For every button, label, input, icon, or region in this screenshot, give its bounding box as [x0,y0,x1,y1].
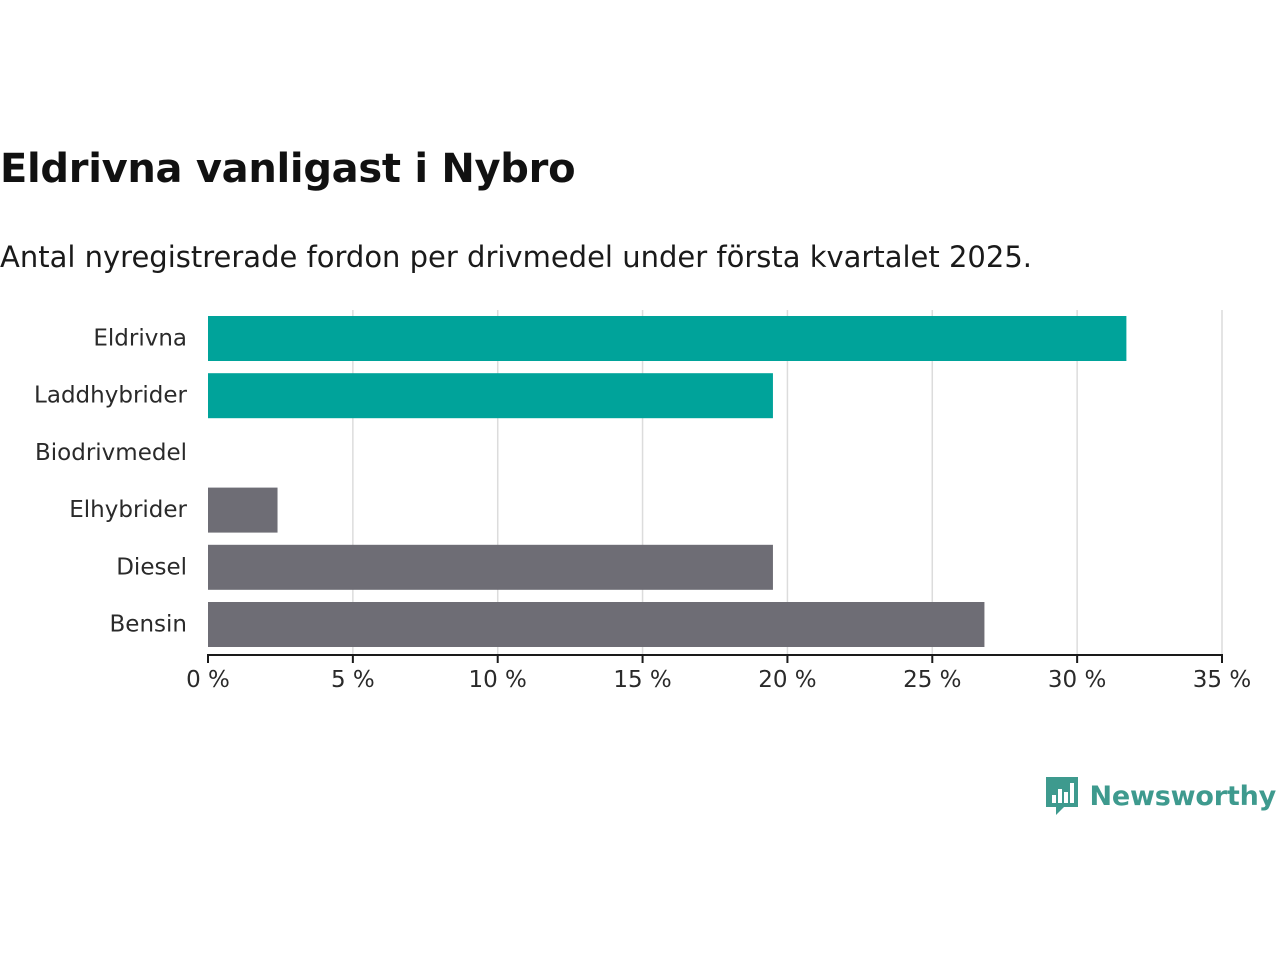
category-label-eldrivna: Eldrivna [93,326,187,352]
category-label-laddhybrider: Laddhybrider [34,383,187,409]
bar-laddhybrider [208,373,773,419]
brand-logo[interactable]: Newsworthy [1044,775,1276,817]
brand-name: Newsworthy [1089,780,1277,812]
category-label-biodrivmedel: Biodrivmedel [35,440,187,466]
x-tick-label-5: 5 % [331,667,375,693]
bar-elhybrider [208,487,278,533]
bar-diesel [208,544,773,590]
x-tick-label-35: 35 % [1193,667,1251,693]
category-label-bensin: Bensin [110,612,187,638]
bar-bensin [208,602,985,647]
x-tick-label-20: 20 % [758,667,816,693]
x-tick-label-15: 15 % [613,667,671,693]
x-tick-label-10: 10 % [468,667,526,693]
category-label-elhybrider: Elhybrider [69,497,187,523]
bar-chart: Eldrivna Laddhybrider Biodrivmedel Elhybrid… [34,310,1251,693]
chart-subtitle: Antal nyregistrerade fordon per drivmede… [0,240,1033,274]
chart-title: Eldrivna vanligast i Nybro [0,146,576,192]
category-label-diesel: Diesel [116,554,187,580]
x-tick-label-30: 30 % [1048,667,1106,693]
bar-eldrivna [208,316,1127,361]
bar-chart-speech-bubble-icon [1045,777,1078,815]
x-tick-label-25: 25 % [903,667,961,693]
x-tick-label-0: 0 % [186,667,230,693]
